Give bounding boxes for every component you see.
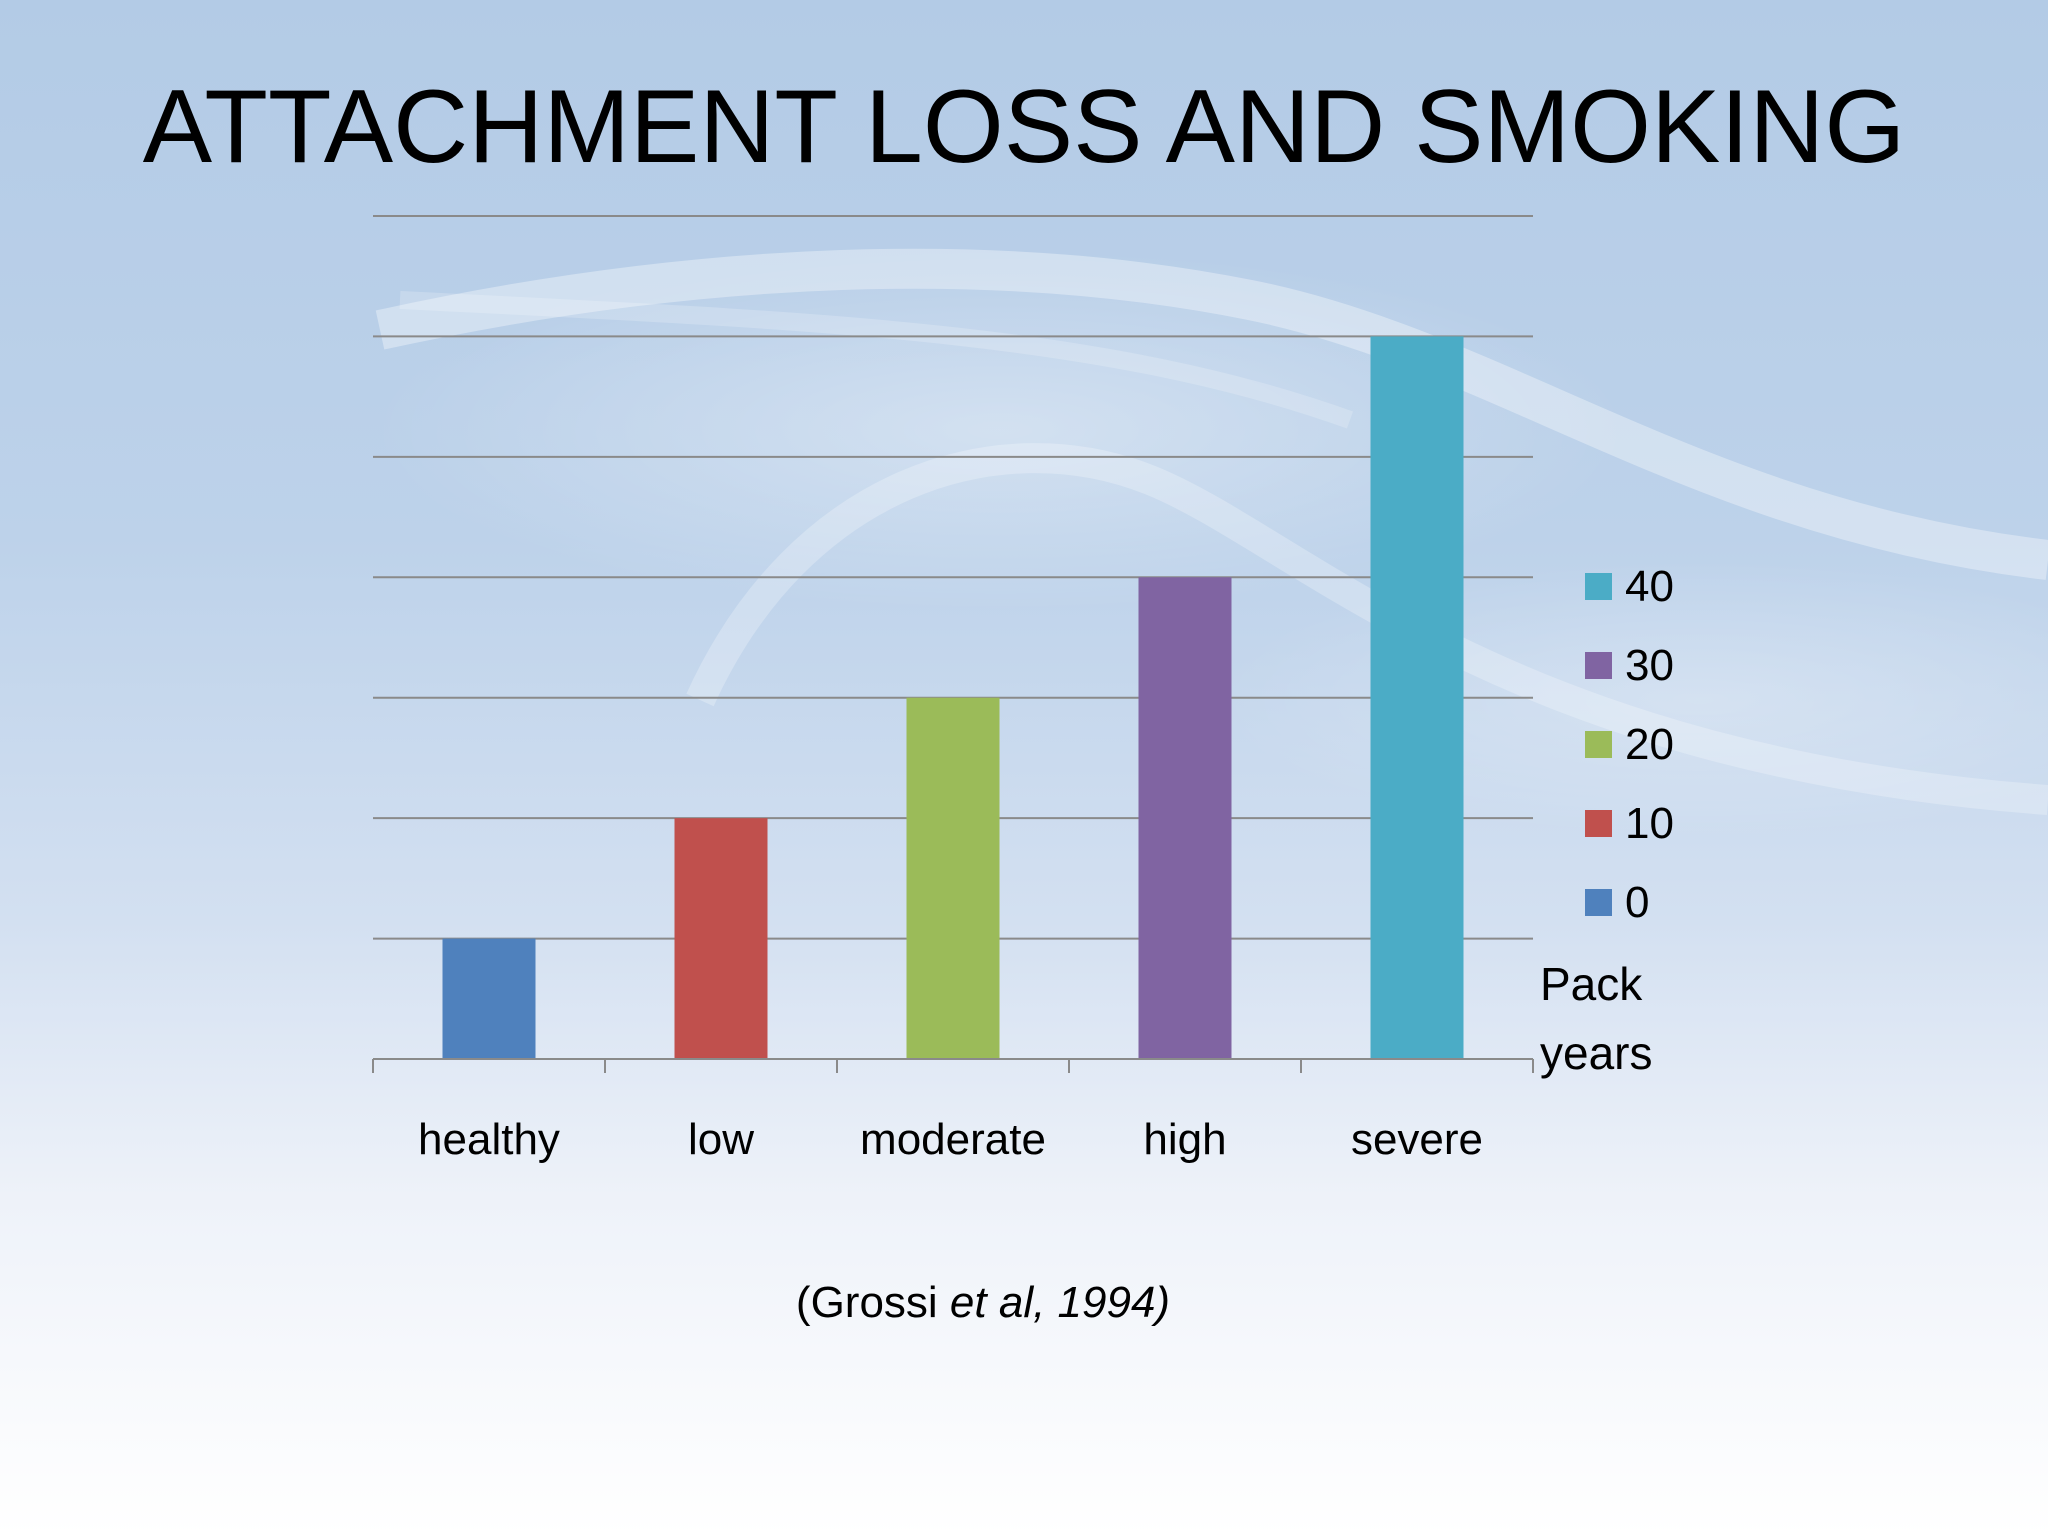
- x-tick-label: low: [688, 1115, 754, 1164]
- legend-swatch: [1585, 573, 1612, 600]
- slide-title: ATTACHMENT LOSS AND SMOKING: [142, 69, 1906, 185]
- legend-label: 0: [1625, 878, 1649, 927]
- bar-healthy: [442, 938, 536, 1059]
- legend: 40 30 20 10 0: [1585, 562, 1674, 927]
- x-tick-label: moderate: [860, 1115, 1046, 1164]
- axis-title: Pack years: [1540, 958, 1652, 1079]
- citation-author: (Grossi: [795, 1278, 950, 1327]
- legend-swatch: [1585, 731, 1612, 758]
- x-tick-label: healthy: [418, 1115, 560, 1164]
- bar-severe: [1370, 336, 1464, 1059]
- bars: [442, 336, 1464, 1059]
- citation-year: et al, 1994): [949, 1278, 1171, 1327]
- citation: (Grossi et al, 1994): [0, 1278, 1966, 1328]
- axis-title-line: Pack: [1540, 958, 1643, 1010]
- bar-high: [1138, 577, 1232, 1059]
- legend-label: 30: [1625, 641, 1674, 690]
- x-axis: [372, 1058, 1534, 1073]
- x-tick-labels: healthy low moderate high severe: [418, 1115, 1483, 1164]
- bar-low: [674, 818, 768, 1059]
- x-tick-label: severe: [1351, 1115, 1483, 1164]
- legend-swatch: [1585, 810, 1612, 837]
- x-tick-label: high: [1143, 1115, 1226, 1164]
- axis-title-line: years: [1540, 1027, 1652, 1079]
- legend-label: 10: [1625, 799, 1674, 848]
- legend-label: 20: [1625, 720, 1674, 769]
- legend-swatch: [1585, 889, 1612, 916]
- legend-label: 40: [1625, 562, 1674, 611]
- legend-swatch: [1585, 652, 1612, 679]
- bar-moderate: [906, 697, 1000, 1059]
